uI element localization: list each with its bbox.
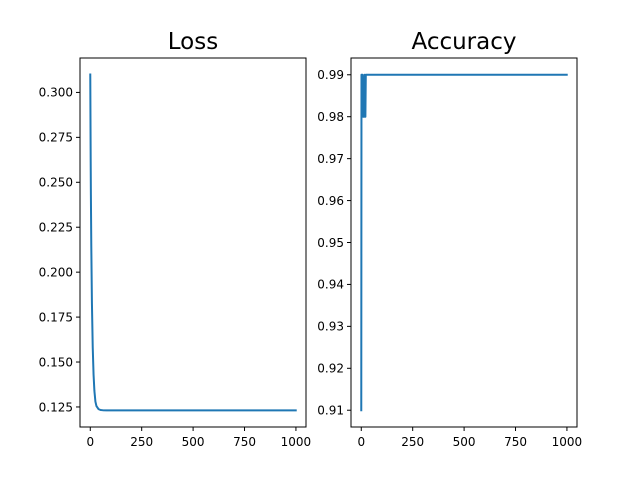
chart-title: Loss — [168, 29, 218, 55]
x-tick-label: 1000 — [552, 435, 583, 449]
x-tick-label: 0 — [86, 435, 94, 449]
axes-frame — [79, 57, 307, 428]
loss-series-line — [89, 73, 297, 412]
y-axis: 0.91 0.92 0.93 0.94 0.95 0.96 0.97 0.98 0.99 — [317, 68, 351, 418]
y-tick-label: 0.95 — [317, 236, 344, 250]
y-tick-label: 0.93 — [317, 320, 344, 334]
x-tick-label: 500 — [182, 435, 205, 449]
x-axis: 0 250 500 750 1000 — [357, 427, 582, 449]
chart-title: Accuracy — [411, 29, 516, 55]
y-tick-label: 0.125 — [39, 400, 73, 414]
y-tick-label: 0.275 — [39, 131, 73, 145]
x-tick-label: 250 — [401, 435, 424, 449]
x-tick-label: 750 — [504, 435, 527, 449]
x-tick-label: 250 — [130, 435, 153, 449]
accuracy-chart: Accuracy 0.910.920.930.940.950.960.970.9… — [317, 29, 582, 449]
y-tick-label: 0.98 — [317, 110, 344, 124]
y-tick-label: 0.150 — [39, 355, 73, 369]
y-tick-label: 0.175 — [39, 310, 73, 324]
y-tick-label: 0.92 — [317, 362, 344, 376]
y-tick-label: 0.94 — [317, 278, 344, 292]
y-axis: 0.125 0.150 0.175 0.200 0.225 0.250 0.275 0.300 — [39, 86, 80, 414]
x-tick-label: 0 — [357, 435, 365, 449]
y-tick-label: 0.200 — [39, 265, 73, 279]
x-tick-label: 500 — [453, 435, 476, 449]
y-tick-label: 0.300 — [39, 86, 73, 100]
loss-chart: Loss 0.125 0.150 0.175 0.200 0.225 0.250 0.275… — [39, 29, 312, 449]
y-tick-label: 0.97 — [317, 152, 344, 166]
x-tick-label: 1000 — [281, 435, 312, 449]
x-axis: 0 250 500 750 1000 — [86, 427, 311, 449]
y-tick-label: 0.96 — [317, 194, 344, 208]
y-tick-label: 0.91 — [317, 404, 344, 418]
axes-frame — [350, 57, 578, 428]
y-tick-label: 0.250 — [39, 176, 73, 190]
x-tick-label: 750 — [233, 435, 256, 449]
accuracy-series-line — [360, 73, 568, 412]
y-tick-label: 0.99 — [317, 68, 344, 82]
y-tick-label: 0.225 — [39, 221, 73, 235]
